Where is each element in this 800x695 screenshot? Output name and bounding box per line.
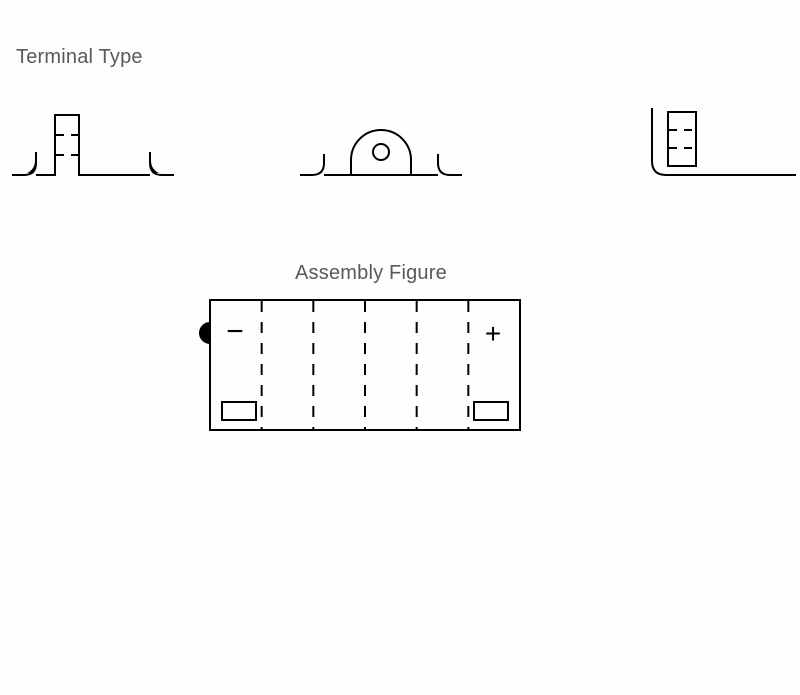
terminal-ring-lug-diagram <box>300 90 470 190</box>
terminal-post-diagram <box>12 90 182 190</box>
assembly-figure-label: Assembly Figure <box>295 262 447 285</box>
negative-symbol: − <box>226 315 244 348</box>
terminal-side-block-diagram <box>638 90 798 190</box>
terminal-type-label: Terminal Type <box>16 46 143 69</box>
positive-symbol: + <box>485 318 501 349</box>
assembly-figure-diagram: − + <box>195 295 535 445</box>
